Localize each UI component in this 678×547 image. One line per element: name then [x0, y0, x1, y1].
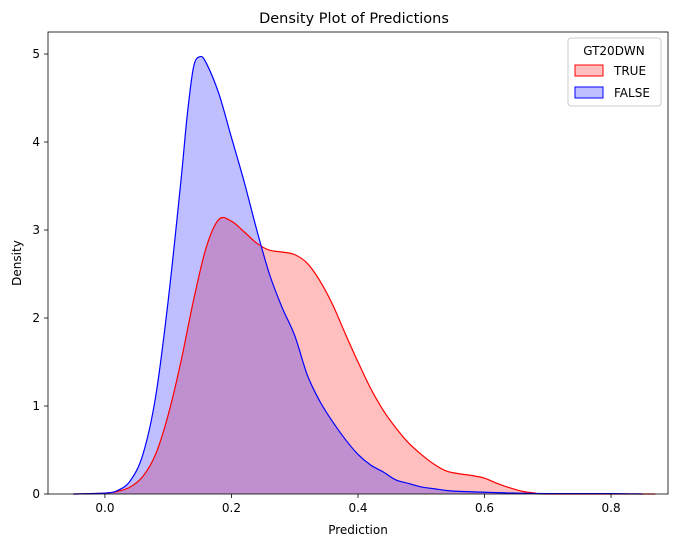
chart-title: Density Plot of Predictions — [259, 11, 449, 27]
legend-swatch-false — [574, 86, 604, 99]
y-tick-label: 0 — [32, 487, 40, 501]
y-axis: 0 1 2 3 4 5 — [32, 47, 48, 501]
x-axis: 0.0 0.2 0.4 0.6 0.8 — [95, 494, 621, 515]
x-axis-label: Prediction — [328, 523, 388, 537]
x-tick-label: 0.2 — [222, 501, 241, 515]
legend: GT20DWN TRUE FALSE — [567, 37, 662, 107]
x-tick-label: 0.0 — [95, 501, 114, 515]
x-tick-label: 0.4 — [348, 501, 367, 515]
density-line-true — [73, 216, 656, 495]
x-tick-label: 0.8 — [602, 501, 621, 515]
y-tick-label: 1 — [32, 399, 40, 413]
plot-area — [73, 55, 656, 495]
density-area-true — [73, 217, 656, 495]
y-axis-label: Density — [10, 240, 24, 286]
legend-label-true: TRUE — [613, 64, 646, 78]
y-tick-label: 3 — [32, 223, 40, 237]
y-tick-label: 2 — [32, 311, 40, 325]
legend-title: GT20DWN — [583, 44, 645, 58]
y-tick-label: 4 — [32, 135, 40, 149]
legend-label-false: FALSE — [614, 86, 650, 100]
legend-swatch-true — [574, 64, 604, 77]
y-tick-label: 5 — [32, 47, 40, 61]
x-tick-label: 0.6 — [475, 501, 494, 515]
density-line-false — [73, 55, 643, 495]
density-area-false — [73, 56, 643, 494]
